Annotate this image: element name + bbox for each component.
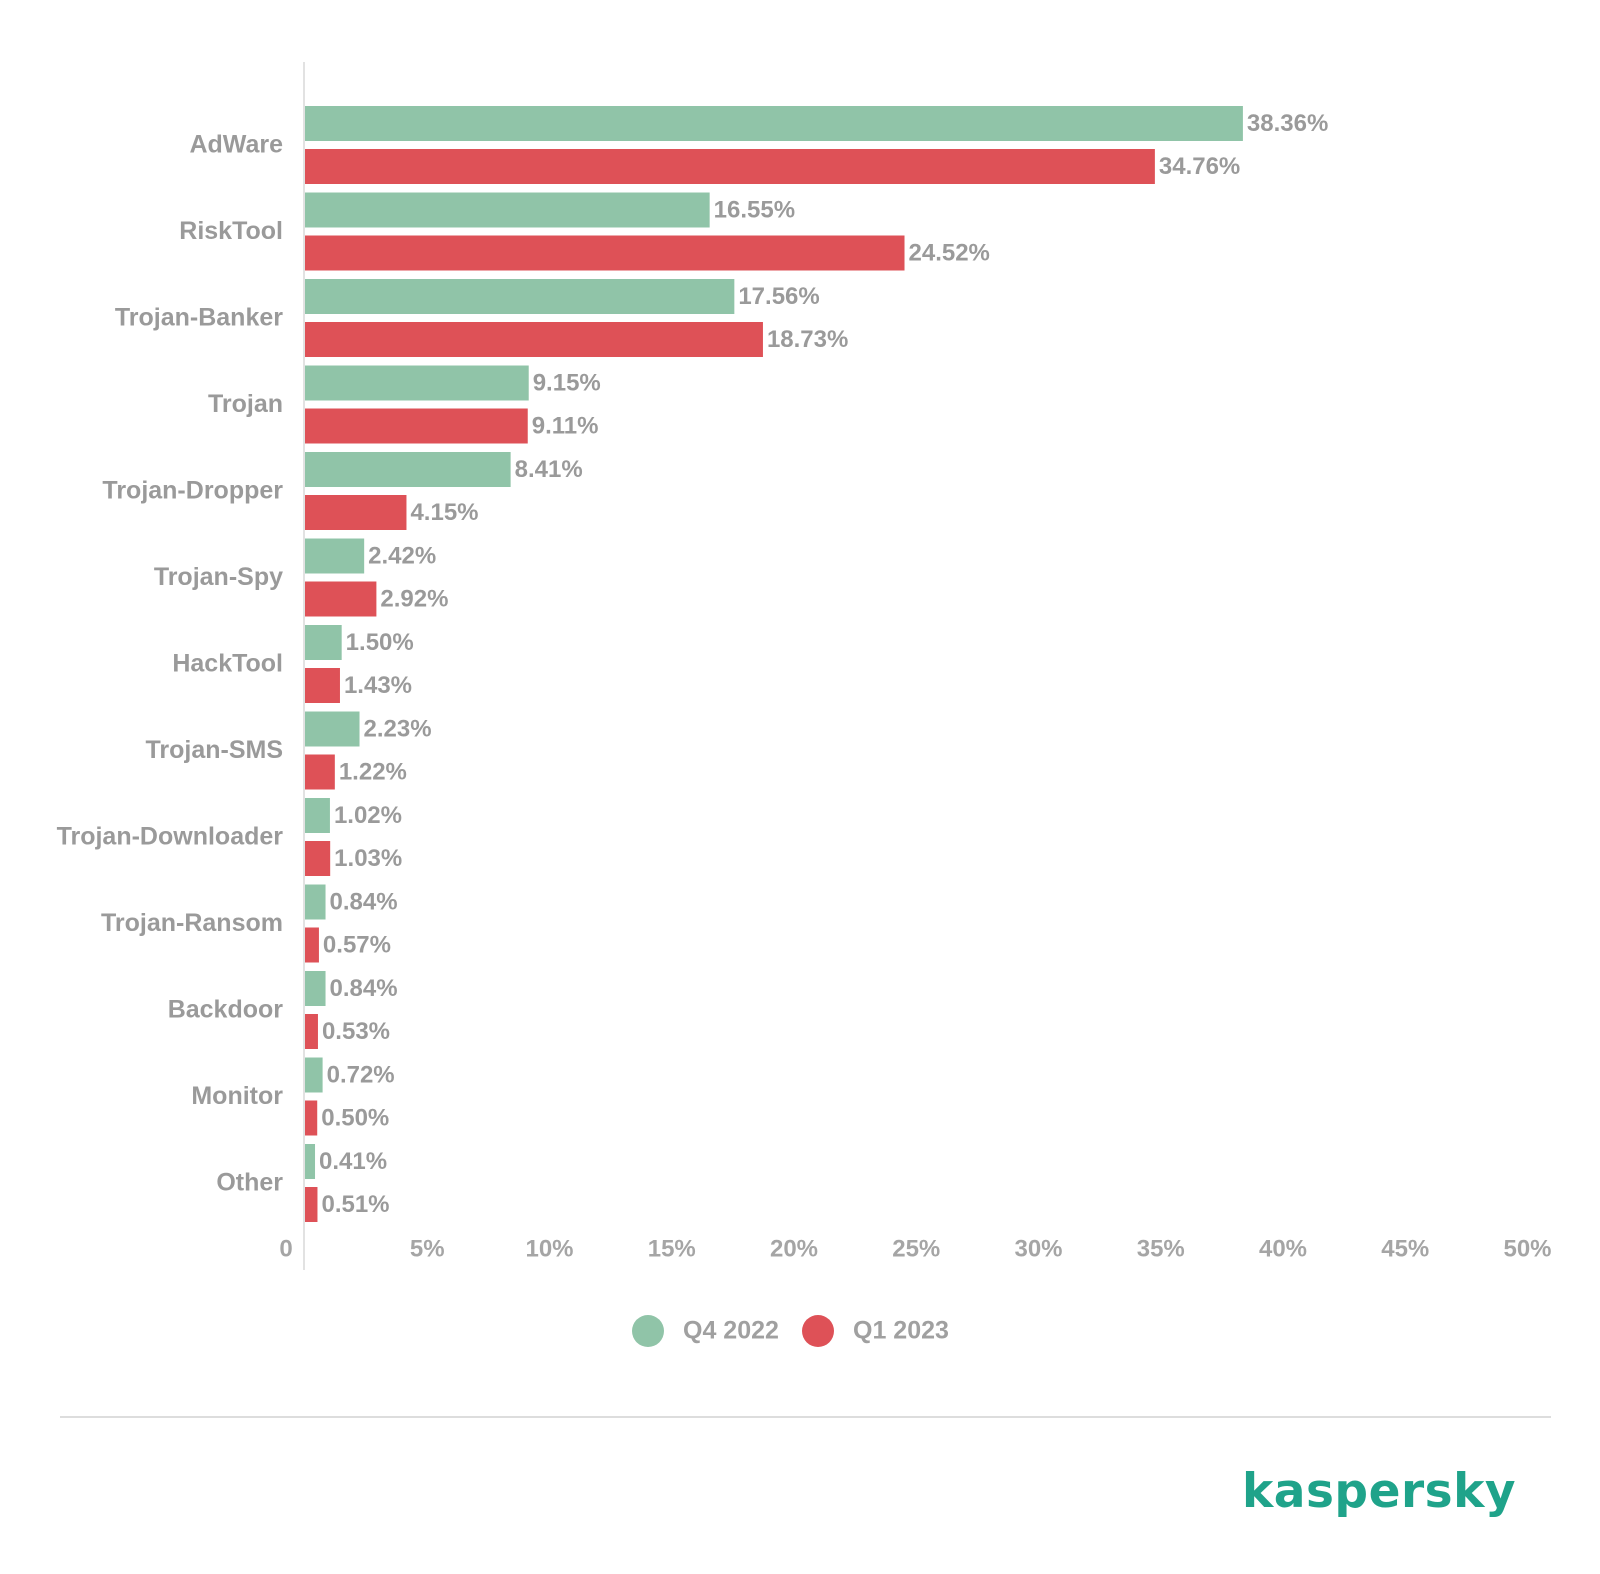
bar-q4-2022 [305, 1057, 323, 1093]
bar-q1-2023 [305, 927, 319, 963]
bar-q4-2022 [305, 1144, 316, 1179]
data-label: 8.41% [515, 456, 583, 483]
x-tick-label: 20% [770, 1235, 818, 1262]
bar-q4-2022 [305, 279, 735, 314]
legend-swatch [802, 1315, 834, 1347]
x-tick-label: 35% [1137, 1235, 1185, 1262]
bar-q1-2023 [305, 668, 340, 703]
category-label: Trojan [208, 390, 283, 418]
data-label: 1.03% [334, 845, 402, 872]
bar-q4-2022 [305, 192, 710, 228]
category-label: Trojan-Ransom [101, 909, 283, 937]
category-label: Monitor [191, 1082, 283, 1110]
data-label: 0.51% [321, 1191, 389, 1218]
category-label: Trojan-Dropper [102, 477, 283, 505]
legend-swatch [632, 1315, 664, 1347]
data-label: 9.11% [532, 412, 599, 439]
x-tick-label: 0 [279, 1235, 292, 1262]
kaspersky-logo: kaspersky [1241, 1464, 1516, 1519]
data-label: 2.42% [368, 542, 436, 569]
category-label: RiskTool [179, 217, 283, 245]
data-label: 0.84% [330, 888, 398, 915]
legend: Q4 2022 Q1 2023 [632, 1315, 949, 1347]
bar-q1-2023 [305, 322, 763, 357]
data-label: 16.55% [714, 196, 795, 223]
data-label: 24.52% [909, 239, 990, 266]
x-tick-label: 30% [1014, 1235, 1062, 1262]
category-label: AdWare [189, 131, 283, 159]
bar-q1-2023 [305, 149, 1155, 184]
data-label: 0.57% [323, 931, 391, 958]
x-tick-label: 50% [1503, 1235, 1551, 1262]
bar-q1-2023 [305, 495, 407, 530]
category-label: Backdoor [168, 996, 284, 1024]
bar-q4-2022 [305, 538, 365, 574]
x-tick-label: 10% [525, 1235, 573, 1262]
bar-q4-2022 [305, 711, 360, 747]
x-tick-label: 45% [1381, 1235, 1429, 1262]
bars-group [305, 106, 1243, 1222]
data-label: 0.72% [327, 1061, 395, 1088]
category-label: Other [216, 1169, 283, 1197]
bar-q4-2022 [305, 106, 1243, 141]
bar-q4-2022 [305, 884, 326, 920]
category-label: Trojan-Spy [154, 563, 283, 591]
x-tick-label: 25% [892, 1235, 940, 1262]
bar-q4-2022 [305, 798, 330, 833]
x-tick-label: 40% [1259, 1235, 1307, 1262]
data-label: 1.22% [339, 758, 407, 785]
bar-q4-2022 [305, 625, 342, 660]
data-label: 4.15% [410, 499, 478, 526]
bar-q4-2022 [305, 971, 326, 1006]
data-label: 1.43% [344, 672, 412, 699]
bar-q1-2023 [305, 841, 331, 876]
category-labels: AdWare RiskTool Trojan-Banker Trojan Trojan-… [57, 131, 284, 1197]
legend-label: Q4 2022 [683, 1317, 779, 1345]
bar-q1-2023 [305, 1014, 318, 1049]
data-label: 1.50% [346, 629, 414, 656]
data-label: 9.15% [533, 369, 601, 396]
bar-q4-2022 [305, 365, 529, 401]
data-label: 18.73% [767, 326, 848, 353]
data-label: 0.41% [319, 1148, 387, 1175]
data-label: 1.02% [334, 802, 402, 829]
bar-q1-2023 [305, 408, 528, 444]
bar-q1-2023 [305, 1100, 318, 1136]
data-label: 34.76% [1159, 153, 1240, 180]
data-label: 2.23% [364, 715, 432, 742]
data-label: 0.53% [322, 1018, 390, 1045]
data-label: 17.56% [738, 283, 819, 310]
value-labels: 38.36% 34.76% 16.55% 24.52% 17.56% 18.73% 9.15… [319, 110, 1328, 1218]
bar-chart: AdWare RiskTool Trojan-Banker Trojan Trojan-… [57, 62, 1552, 1347]
data-label: 0.50% [321, 1104, 389, 1131]
bar-q1-2023 [305, 581, 377, 617]
bar-q1-2023 [305, 1187, 318, 1222]
data-label: 2.92% [380, 585, 448, 612]
category-label: Trojan-Banker [115, 304, 283, 332]
bar-q4-2022 [305, 452, 511, 487]
category-label: Trojan-SMS [145, 736, 283, 764]
x-axis-ticks: 0 5% 10% 15% 20% 25% 30% 35% 40% 45% 50% [279, 1235, 1551, 1262]
category-label: HackTool [172, 650, 283, 678]
data-label: 38.36% [1247, 110, 1328, 137]
data-label: 0.84% [330, 975, 398, 1002]
footer-divider [60, 1416, 1551, 1418]
x-tick-label: 15% [648, 1235, 696, 1262]
category-label: Trojan-Downloader [57, 823, 284, 851]
x-tick-label: 5% [410, 1235, 445, 1262]
bar-q1-2023 [305, 754, 335, 790]
bar-q1-2023 [305, 235, 905, 271]
legend-label: Q1 2023 [853, 1317, 949, 1345]
